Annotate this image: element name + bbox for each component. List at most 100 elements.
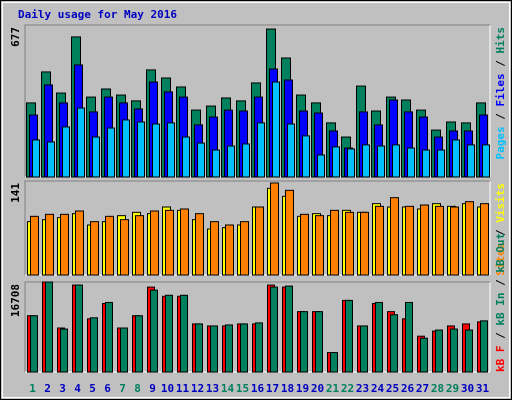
bar [390,197,399,276]
bar [62,126,70,178]
bar [315,311,323,373]
x-tick-label: 11 [176,382,190,395]
bar [60,328,68,373]
bar [270,286,278,373]
bar [165,209,174,276]
bar [242,143,250,178]
legend-separator: / [494,107,507,127]
bar [47,141,55,178]
bar [77,107,85,178]
x-tick-label: 10 [161,382,174,395]
x-tick-label: 12 [191,382,204,395]
bar [345,299,353,373]
bar [450,328,458,373]
bar [317,154,325,178]
bar [182,136,190,178]
legend-entry: Hits [494,27,507,54]
bar [330,352,338,373]
bar [285,285,293,373]
bar [405,301,413,373]
bar [422,149,430,178]
bar [122,119,130,178]
x-tick-label: 18 [281,382,294,395]
bar [330,209,339,276]
bar [332,146,340,178]
legend-entry: kB In [494,293,507,326]
bar [437,149,445,178]
bar [347,148,355,178]
legend-entry: Pages [494,126,507,159]
bar [135,315,143,373]
x-tick-label: 14 [221,382,235,395]
bar [300,213,309,276]
legend: Pages / Files / Hits [494,27,507,160]
bar [92,136,100,178]
x-tick-label: 15 [236,382,249,395]
bar [120,219,129,276]
bar [255,206,264,276]
bar [165,294,173,373]
bar [137,121,145,178]
legend-entry: Visits [494,183,507,223]
x-tick-label: 2 [44,382,51,395]
bar [390,314,398,373]
bar [450,206,459,276]
bar [32,139,40,178]
x-tick-label: 24 [371,382,385,395]
bar [255,322,263,373]
bar [240,221,249,276]
bar [45,213,54,276]
bar [465,201,474,276]
bar [105,215,114,276]
x-tick-label: 4 [74,382,81,395]
bar [60,213,69,276]
bar [465,329,473,373]
bar [30,215,39,276]
bar [152,123,160,178]
bar [420,204,429,276]
bar [30,315,38,373]
x-tick-label: 16 [251,382,265,395]
bar [90,317,98,373]
legend-separator: / [494,54,507,74]
x-tick-label: 23 [356,382,369,395]
bar [107,127,115,178]
bar [392,144,400,178]
bar [480,320,488,373]
bar [375,301,383,373]
bar [482,144,490,178]
bar [360,211,369,276]
bar [285,189,294,276]
bar [467,144,475,178]
x-tick-label: 1 [29,382,36,395]
x-tick-label: 28 [431,382,444,395]
x-tick-label: 13 [206,382,219,395]
legend-entry: kB F [494,346,507,373]
y-tick-label: 16708 [9,284,22,317]
x-tick-label: 19 [296,382,309,395]
x-tick-label: 17 [266,382,279,395]
y-tick-label: 141 [9,183,22,203]
x-tick-label: 20 [311,382,324,395]
bar [150,289,158,373]
bar [225,224,234,276]
x-tick-label: 21 [326,382,340,395]
bar [150,210,159,276]
x-tick-label: 5 [89,382,96,395]
bar [407,147,415,178]
x-tick-label: 30 [461,382,474,395]
bar [302,135,310,178]
bar [212,149,220,178]
x-tick-label: 22 [341,382,354,395]
bar [452,139,460,178]
bar [195,323,203,373]
x-tick-label: 7 [119,382,126,395]
bar [405,205,414,276]
bar [315,215,324,276]
bar [210,221,219,276]
x-tick-label: 26 [401,382,415,395]
bar [362,144,370,178]
bar [375,205,384,276]
